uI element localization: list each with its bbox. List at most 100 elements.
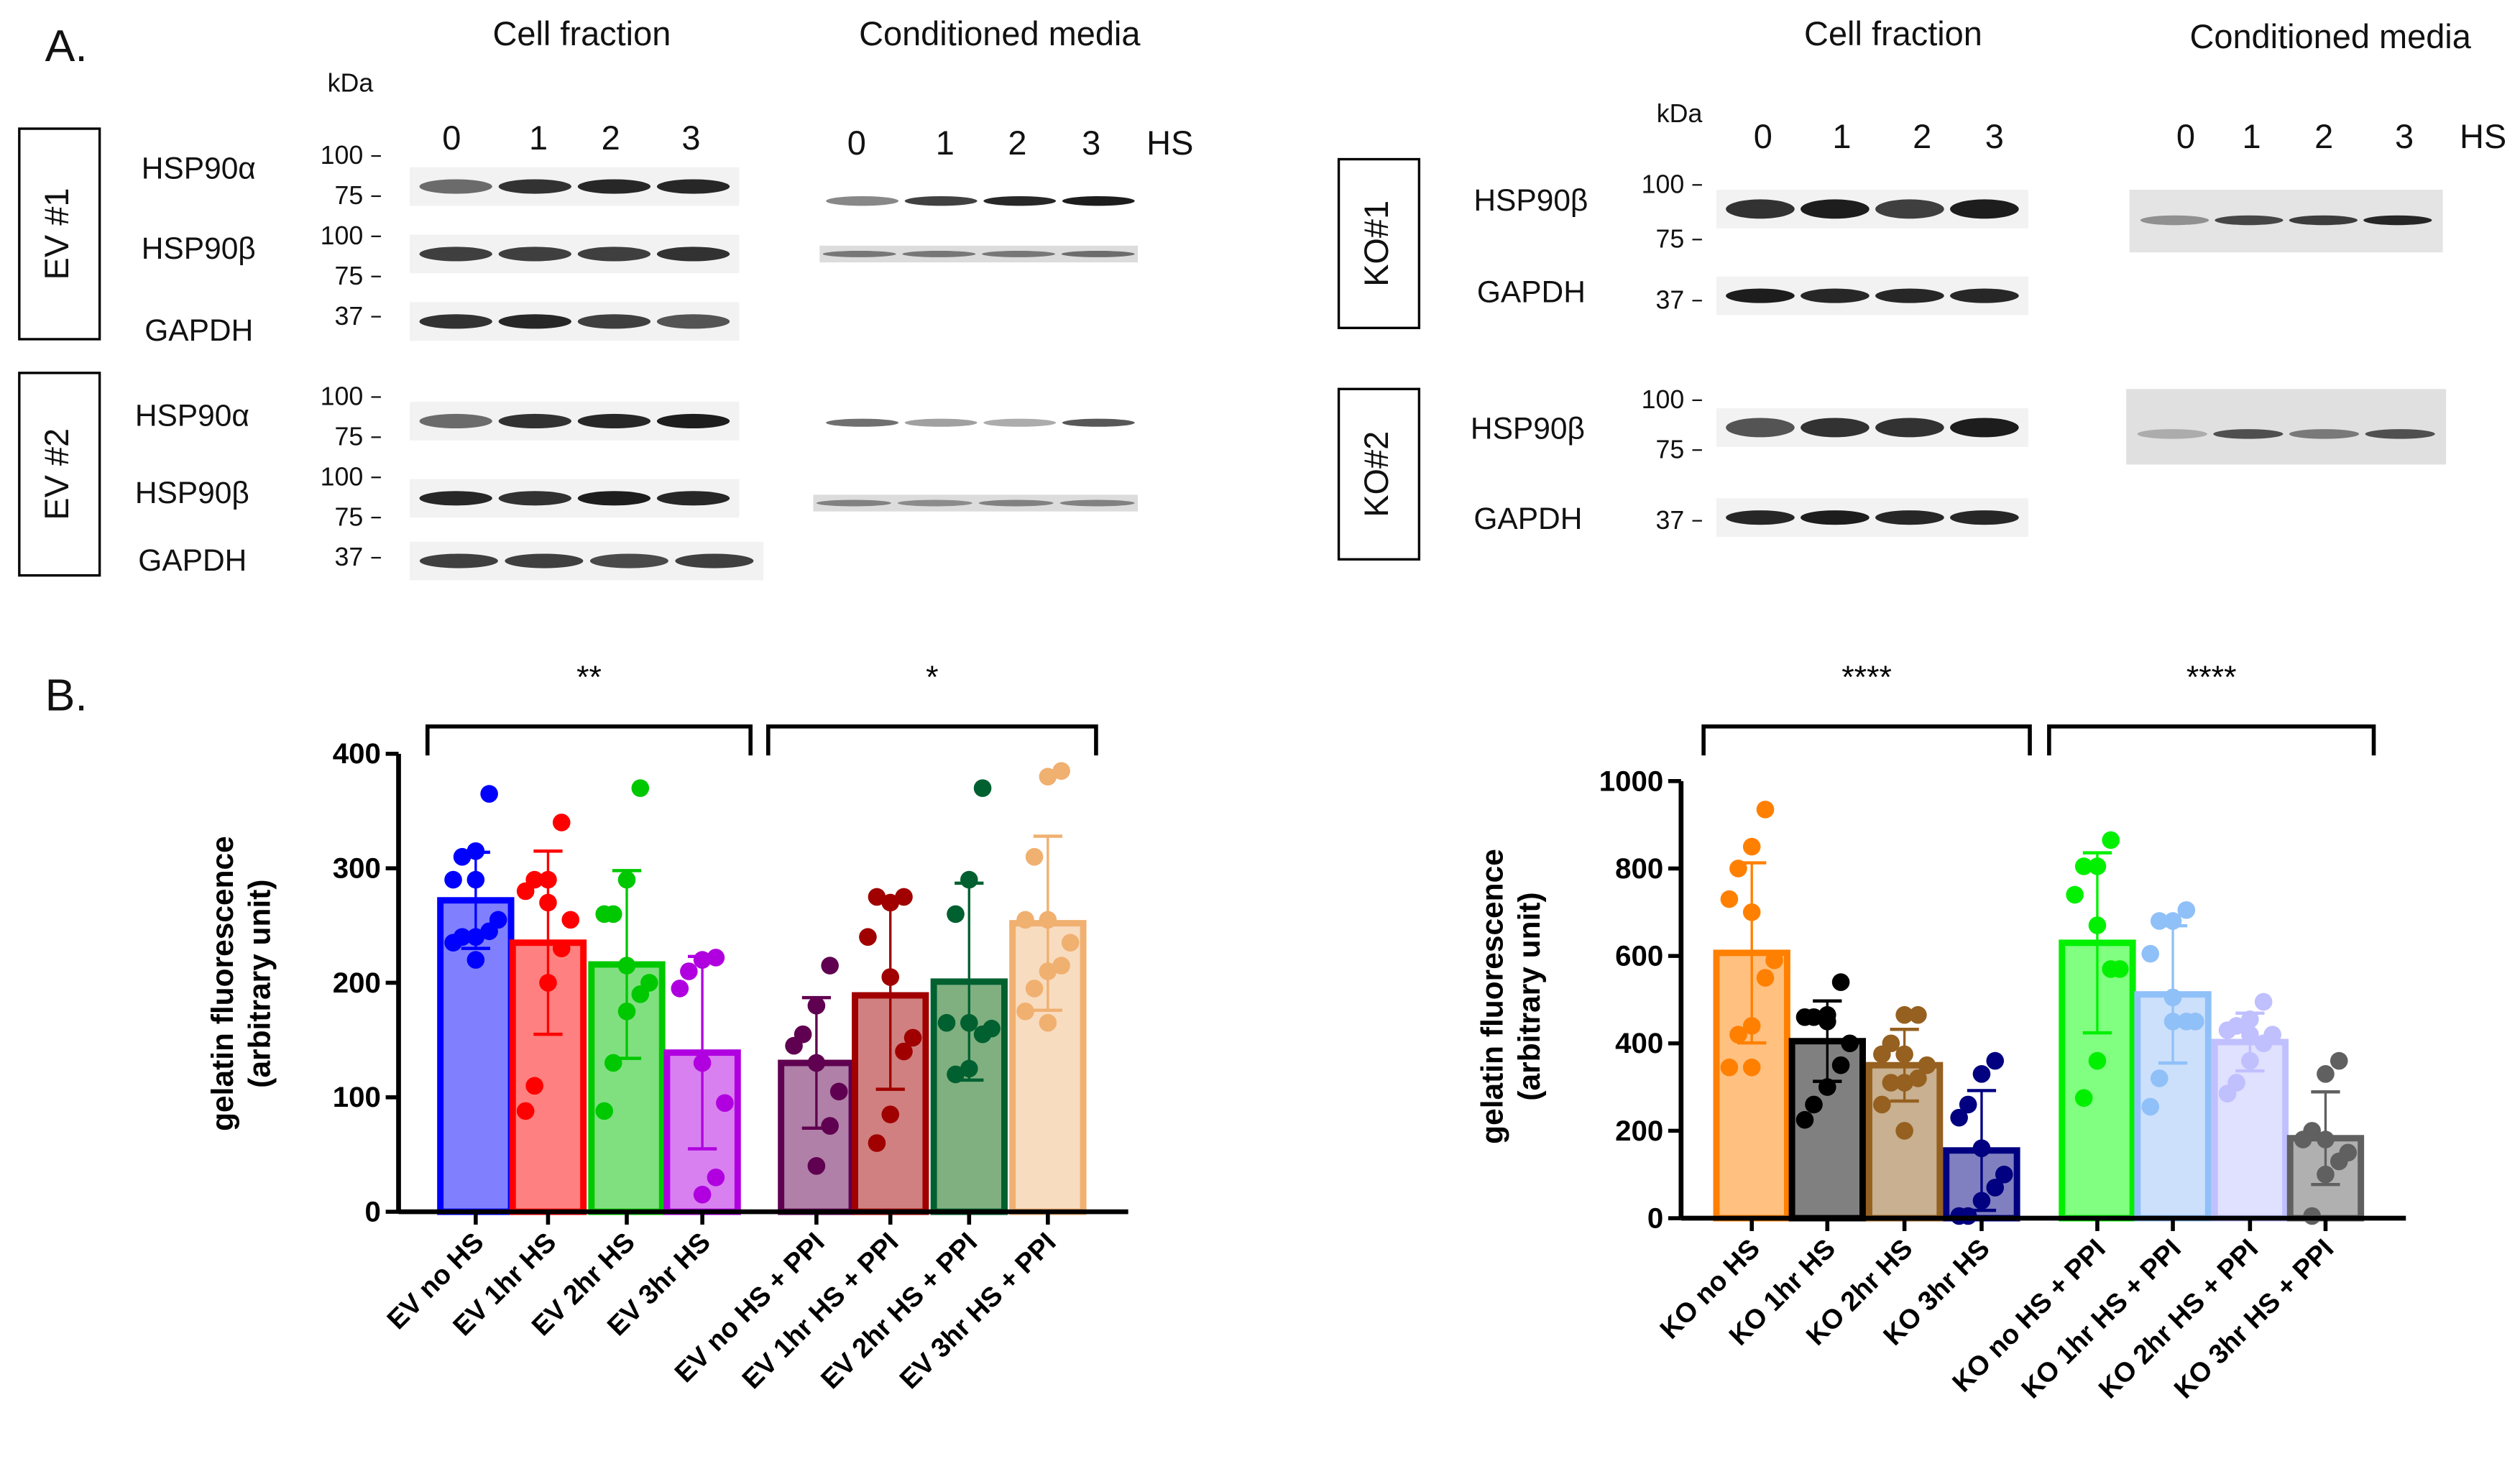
data-point bbox=[2330, 1152, 2348, 1171]
blot-band bbox=[2365, 429, 2435, 439]
y-axis-label: gelatin fluorescence bbox=[1476, 849, 1510, 1144]
data-point bbox=[617, 957, 636, 975]
data-point bbox=[2177, 901, 2196, 919]
blot-strip bbox=[2126, 389, 2447, 465]
blot-band bbox=[577, 179, 651, 194]
blot-band bbox=[1726, 418, 1795, 438]
data-point bbox=[2066, 885, 2084, 904]
right-cell-fraction-header: Cell fraction bbox=[1804, 14, 1982, 52]
ev1-group-label: EV #1 bbox=[37, 188, 75, 280]
blot-band bbox=[498, 179, 571, 194]
data-point bbox=[868, 1134, 886, 1152]
data-point bbox=[707, 1168, 725, 1187]
blot-band bbox=[982, 250, 1055, 257]
data-point bbox=[2163, 1013, 2182, 1031]
ev1-kda-marker: 100 bbox=[321, 141, 364, 170]
blot-band bbox=[1726, 288, 1795, 303]
right-kda-label: kDa bbox=[1657, 99, 1703, 128]
blot-band bbox=[1950, 418, 2019, 438]
ev2-kda-marker: 100 bbox=[321, 382, 364, 411]
significance-bracket bbox=[2047, 724, 2376, 756]
right-media-lane-2: 2 bbox=[2314, 117, 2333, 155]
left-cell-fraction-header: Cell fraction bbox=[493, 14, 671, 52]
y-tick-label: 100 bbox=[333, 1081, 381, 1113]
blot-band bbox=[2363, 215, 2432, 226]
blot-band bbox=[419, 247, 492, 262]
data-point bbox=[1873, 1095, 1891, 1114]
data-point bbox=[1831, 1056, 1850, 1074]
data-point bbox=[1039, 1013, 1057, 1032]
right-cell-lane-1: 1 bbox=[1832, 117, 1851, 155]
data-point bbox=[2088, 857, 2107, 875]
data-point bbox=[1841, 1034, 1859, 1053]
y-tick-label: 800 bbox=[1615, 852, 1663, 885]
data-point bbox=[1039, 768, 1057, 786]
data-point bbox=[595, 905, 614, 924]
significance-bracket bbox=[425, 724, 753, 756]
data-point bbox=[947, 905, 965, 924]
data-point bbox=[1795, 1110, 1814, 1129]
left-cell-lane-3: 3 bbox=[681, 119, 700, 157]
significance-bracket bbox=[765, 724, 1098, 756]
blot-band bbox=[826, 418, 898, 427]
blot-band bbox=[419, 553, 498, 568]
data-point bbox=[1742, 1017, 1761, 1035]
data-point bbox=[807, 1157, 826, 1175]
significance-label: **** bbox=[1841, 660, 1892, 695]
data-point bbox=[2241, 1051, 2259, 1070]
ev1-protein-label: HSP90β bbox=[142, 232, 256, 266]
blot-band bbox=[498, 314, 571, 329]
data-point bbox=[1959, 1095, 1977, 1114]
blot-band bbox=[1801, 418, 1870, 438]
significance-label: ** bbox=[576, 660, 602, 695]
blot-band bbox=[1875, 199, 1944, 219]
blot-band bbox=[1875, 418, 1944, 438]
ko2-group-label: KO#2 bbox=[1357, 431, 1395, 517]
right-cell-lane-3: 3 bbox=[1985, 117, 2004, 155]
blot-band bbox=[1950, 288, 2019, 303]
data-point bbox=[1882, 1074, 1900, 1092]
data-point bbox=[716, 1094, 734, 1113]
blot-band bbox=[577, 247, 651, 262]
blot-band bbox=[577, 314, 651, 329]
data-point bbox=[973, 779, 992, 797]
ko1-kda-marker: 75 bbox=[1655, 225, 1684, 254]
blot-band bbox=[1801, 288, 1870, 303]
data-point bbox=[2317, 1165, 2335, 1184]
data-point bbox=[2088, 916, 2107, 934]
right-media-lane-0: 0 bbox=[2176, 117, 2195, 155]
data-point bbox=[1895, 1074, 1913, 1092]
blot-band bbox=[656, 179, 730, 194]
data-point bbox=[1909, 1005, 1927, 1024]
data-point bbox=[631, 779, 650, 797]
blot-band bbox=[2289, 429, 2360, 439]
panel-b-label: B. bbox=[45, 670, 88, 720]
data-point bbox=[829, 1082, 848, 1101]
blot-band bbox=[983, 195, 1057, 206]
blot-band bbox=[656, 413, 730, 429]
data-point bbox=[1025, 847, 1044, 866]
data-point bbox=[1039, 911, 1057, 929]
data-point bbox=[466, 951, 485, 969]
data-point bbox=[821, 1117, 839, 1135]
data-point bbox=[631, 985, 650, 1003]
data-point bbox=[895, 1042, 913, 1061]
data-point bbox=[807, 1054, 826, 1072]
data-point bbox=[1986, 1051, 2005, 1070]
data-point bbox=[516, 882, 535, 901]
blot-band bbox=[498, 413, 571, 429]
data-point bbox=[1909, 1069, 1927, 1087]
data-point bbox=[2074, 857, 2093, 875]
left-hs-label: HS bbox=[1146, 124, 1193, 162]
data-point bbox=[466, 928, 485, 947]
blot-band bbox=[1726, 199, 1795, 219]
data-point bbox=[1052, 762, 1070, 780]
y-tick-label: 400 bbox=[1615, 1027, 1663, 1059]
ev1-kda-marker: 75 bbox=[335, 262, 364, 290]
data-point bbox=[1756, 969, 1775, 987]
data-point bbox=[480, 785, 498, 803]
data-point bbox=[1742, 837, 1761, 856]
data-point bbox=[1756, 801, 1775, 819]
data-point bbox=[480, 922, 498, 941]
